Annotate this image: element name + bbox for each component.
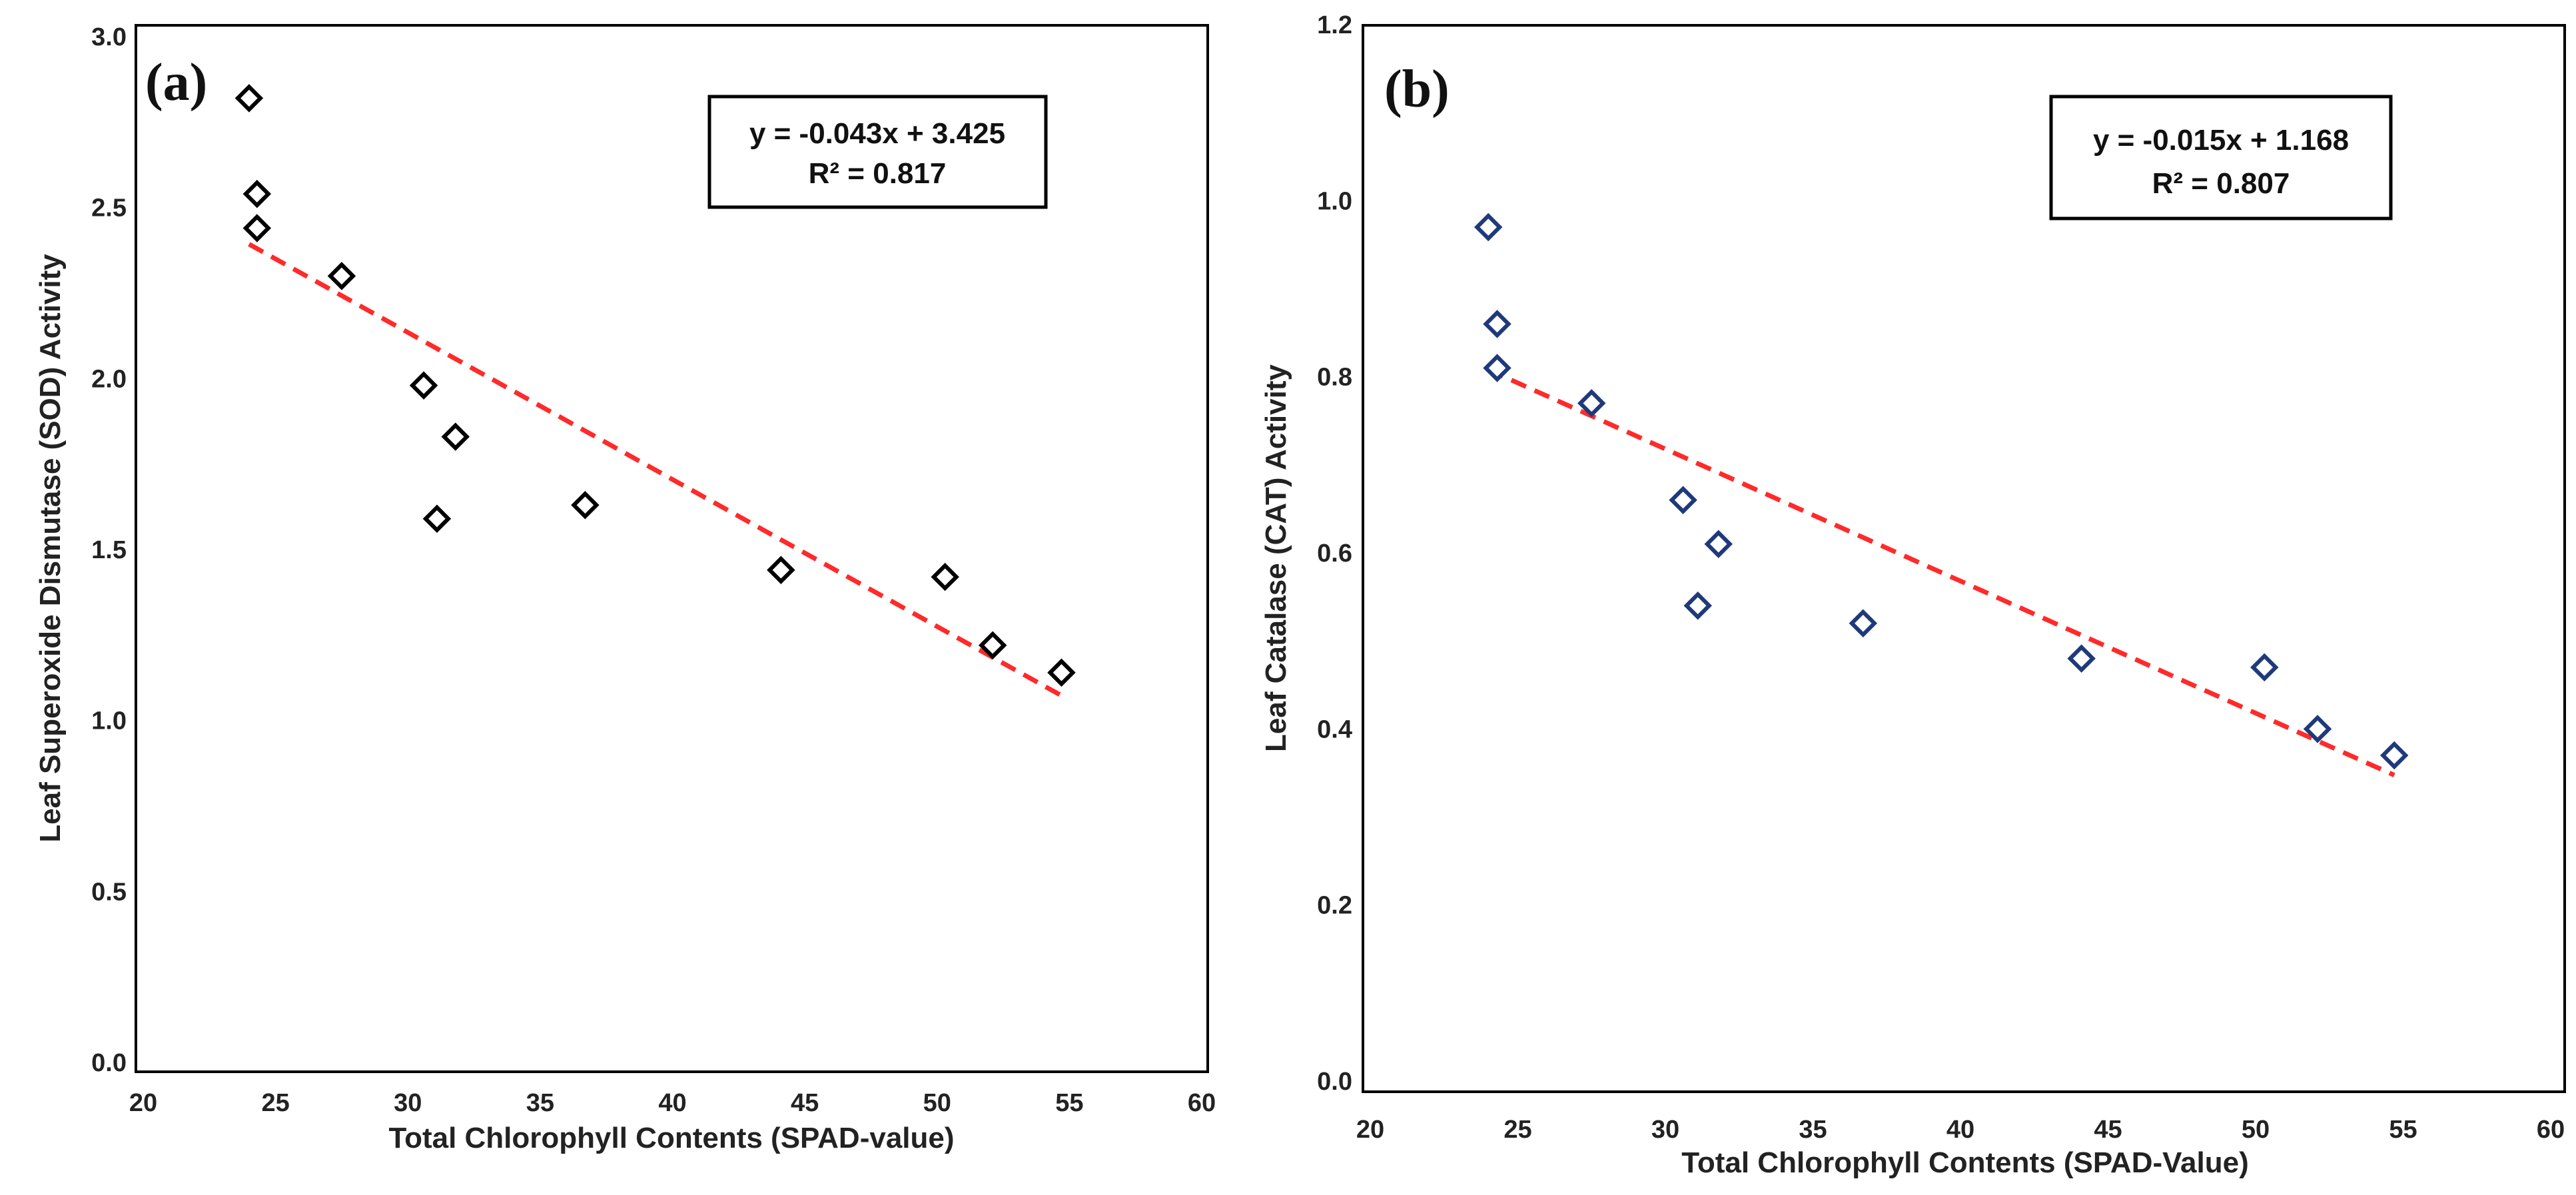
trendline [1487, 367, 2395, 777]
y-ticks: 0.0 0.2 0.4 0.6 0.8 1.0 1.2 [1317, 11, 1352, 1096]
x-tick-label: 40 [658, 1089, 686, 1117]
y-tick-label: 1.0 [91, 707, 127, 735]
x-ticks: 20 25 30 35 40 45 50 55 60 [129, 1089, 1216, 1117]
x-tick-label: 30 [1651, 1116, 1679, 1144]
panel-label: (b) [1384, 60, 1450, 119]
x-ticks: 20 25 30 35 40 45 50 55 60 [1356, 1116, 2565, 1144]
y-tick-label: 3.0 [91, 23, 127, 51]
equation-box [707, 95, 1048, 209]
x-tick-label: 50 [923, 1089, 951, 1117]
y-axis-title: Leaf Superoxide Dismutase (SOD) Activity [34, 254, 67, 843]
x-tick-label: 60 [1188, 1089, 1216, 1117]
x-tick-label: 35 [526, 1089, 554, 1117]
data-point [242, 214, 272, 242]
equation-box [2049, 95, 2393, 220]
x-tick-label: 20 [1356, 1116, 1384, 1144]
data-point [2303, 715, 2332, 743]
data-point [2379, 741, 2409, 770]
data-point [1474, 212, 1503, 242]
panel-b: (b) 20 25 30 35 40 45 50 55 60 0.0 0.2 0.4 0.6 0.8 1.… [1260, 11, 2566, 1179]
x-tick-label: 35 [1799, 1116, 1827, 1144]
equation-label: y = -0.043x + 3.425 [749, 117, 1005, 150]
y-tick-label: 2.5 [91, 195, 127, 222]
x-tick-label: 20 [129, 1089, 157, 1117]
data-point [327, 262, 356, 290]
x-tick-label: 40 [1946, 1116, 1974, 1144]
x-tick-label: 45 [791, 1089, 819, 1117]
y-tick-label: 0.4 [1317, 715, 1352, 743]
data-point [234, 84, 264, 113]
data-point [1704, 530, 1733, 559]
x-tick-label: 30 [394, 1089, 422, 1117]
x-tick-label: 50 [2242, 1116, 2270, 1144]
y-tick-label: 0.8 [1317, 364, 1352, 392]
x-tick-label: 55 [1055, 1089, 1083, 1117]
y-tick-label: 1.5 [91, 536, 127, 564]
y-ticks: 0.0 0.5 1.0 1.5 2.0 2.5 3.0 [91, 23, 127, 1077]
y-tick-label: 0.2 [1317, 892, 1352, 920]
x-tick-label: 45 [2094, 1116, 2122, 1144]
y-tick-label: 1.2 [1317, 11, 1352, 39]
panel-label: (a) [145, 53, 207, 112]
panel-a: (a) 20 25 30 35 40 45 50 55 60 0.0 0.5 1.0 1.5 2.0 2.… [34, 23, 1216, 1154]
data-point [1669, 486, 1697, 514]
data-points [1474, 212, 2409, 770]
data-point [1483, 310, 1511, 338]
y-tick-label: 2.0 [91, 365, 127, 393]
trendline-layer [248, 242, 1063, 698]
data-point [2250, 653, 2279, 682]
trendline [248, 242, 1063, 698]
r-squared-label: R² = 0.807 [2152, 167, 2290, 200]
y-tick-label: 0.6 [1317, 540, 1352, 568]
data-points [234, 84, 1076, 687]
y-tick-label: 0.0 [1317, 1068, 1352, 1096]
x-tick-label: 25 [1503, 1116, 1531, 1144]
y-axis-title: Leaf Catalase (CAT) Activity [1260, 364, 1292, 752]
data-point [1483, 354, 1511, 382]
data-point [931, 562, 959, 592]
x-axis-title: Total Chlorophyll Contents (SPAD-Value) [1681, 1146, 2249, 1179]
data-point [1849, 609, 1878, 637]
x-tick-label: 25 [261, 1089, 289, 1117]
data-point [441, 422, 470, 451]
data-point [978, 631, 1007, 659]
data-point [409, 371, 438, 400]
data-point [242, 179, 272, 208]
y-tick-label: 0.0 [91, 1049, 127, 1077]
x-tick-label: 60 [2537, 1116, 2565, 1144]
data-point [1047, 658, 1076, 687]
data-point [571, 491, 600, 520]
x-tick-label: 55 [2389, 1116, 2417, 1144]
trendline-layer [1487, 367, 2395, 777]
data-point [2067, 644, 2096, 673]
y-tick-label: 1.0 [1317, 187, 1352, 215]
data-point [1683, 592, 1712, 620]
data-point [1577, 389, 1606, 418]
equation-label: y = -0.015x + 1.168 [2093, 124, 2349, 157]
data-point [767, 556, 795, 585]
r-squared-label: R² = 0.817 [809, 157, 947, 190]
y-tick-label: 0.5 [91, 878, 127, 906]
data-point [422, 504, 452, 534]
x-axis-title: Total Chlorophyll Contents (SPAD-value) [388, 1122, 954, 1154]
